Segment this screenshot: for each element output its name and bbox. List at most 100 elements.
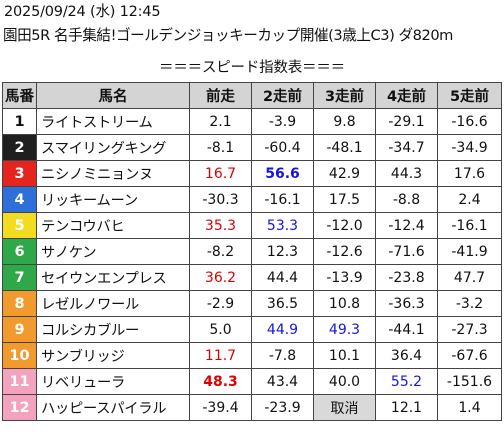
- horse-name: リベリューラ: [36, 368, 190, 395]
- horse-name: ライトストリーム: [36, 108, 190, 135]
- speed-index-cell: 43.4: [251, 368, 314, 395]
- horse-name: サンブリッジ: [36, 342, 190, 369]
- horse-number: 4: [2, 186, 37, 213]
- col-header-3ago: 3走前: [313, 82, 376, 109]
- speed-index-cell: -23.8: [375, 264, 438, 291]
- speed-index-cell: 5.0: [189, 316, 252, 343]
- speed-index-cell: -7.8: [251, 342, 314, 369]
- horse-number: 11: [2, 368, 37, 395]
- horse-name: スマイリングキング: [36, 134, 190, 161]
- speed-index-cell: -44.1: [375, 316, 438, 343]
- speed-index-cell: -36.3: [375, 290, 438, 317]
- horse-number: 9: [2, 316, 37, 343]
- horse-name: ハッピースパイラル: [36, 394, 190, 421]
- table-row: 6 サノケン -8.2 12.3 -12.6 -71.6 -41.9: [2, 238, 502, 265]
- speed-index-cell: 36.4: [375, 342, 438, 369]
- speed-index-cell: -27.3: [437, 316, 502, 343]
- speed-index-cell: 36.5: [251, 290, 314, 317]
- speed-index-cell: -8.8: [375, 186, 438, 213]
- speed-index-cell: -23.9: [251, 394, 314, 421]
- speed-index-cell: -8.1: [189, 134, 252, 161]
- speed-index-cell: 17.5: [313, 186, 376, 213]
- header-row: 馬番 馬名 前走 2走前 3走前 4走前 5走前: [2, 82, 502, 109]
- speed-index-cell: 10.1: [313, 342, 376, 369]
- speed-index-cell: 取消: [313, 394, 376, 421]
- col-header-2ago: 2走前: [251, 82, 314, 109]
- horse-name: レゼルノワール: [36, 290, 190, 317]
- speed-index-cell: -60.4: [251, 134, 314, 161]
- speed-index-cell: -3.2: [437, 290, 502, 317]
- speed-index-cell: 42.9: [313, 160, 376, 187]
- speed-index-cell: 44.9: [251, 316, 314, 343]
- speed-index-cell: -41.9: [437, 238, 502, 265]
- horse-number: 2: [2, 134, 37, 161]
- horse-number: 1: [2, 108, 37, 135]
- race-title: 園田5R 名手集結!ゴールデンジョッキーカップ開催(3歳上C3) ダ820m: [3, 27, 453, 44]
- speed-index-cell: 11.7: [189, 342, 252, 369]
- speed-index-cell: 16.7: [189, 160, 252, 187]
- col-header-name: 馬名: [36, 82, 190, 109]
- speed-index-cell: 40.0: [313, 368, 376, 395]
- horse-name: サノケン: [36, 238, 190, 265]
- speed-index-cell: 2.1: [189, 108, 252, 135]
- speed-index-cell: 47.7: [437, 264, 502, 291]
- speed-index-cell: -12.0: [313, 212, 376, 239]
- speed-index-cell: -3.9: [251, 108, 314, 135]
- speed-index-cell: -71.6: [375, 238, 438, 265]
- speed-index-cell: -13.9: [313, 264, 376, 291]
- col-header-5ago: 5走前: [437, 82, 502, 109]
- table-row: 4 リッキームーン -30.3 -16.1 17.5 -8.8 2.4: [2, 186, 502, 213]
- table-row: 5 テンコウバヒ 35.3 53.3 -12.0 -12.4 -16.1: [2, 212, 502, 239]
- speed-index-cell: -39.4: [189, 394, 252, 421]
- speed-index-cell: 36.2: [189, 264, 252, 291]
- speed-index-cell: 48.3: [189, 368, 252, 395]
- speed-index-cell: -34.7: [375, 134, 438, 161]
- speed-index-cell: 1.4: [437, 394, 502, 421]
- horse-name: セイウンエンプレス: [36, 264, 190, 291]
- speed-index-cell: -2.9: [189, 290, 252, 317]
- horse-name: コルシカブルー: [36, 316, 190, 343]
- speed-index-cell: 12.1: [375, 394, 438, 421]
- speed-index-cell: -151.6: [437, 368, 502, 395]
- horse-name: ニシノミニョンヌ: [36, 160, 190, 187]
- speed-index-cell: 17.6: [437, 160, 502, 187]
- table-row: 2 スマイリングキング -8.1 -60.4 -48.1 -34.7 -34.9: [2, 134, 502, 161]
- speed-index-cell: 35.3: [189, 212, 252, 239]
- speed-index-cell: -16.1: [437, 212, 502, 239]
- speed-index-cell: 55.2: [375, 368, 438, 395]
- table-row: 3 ニシノミニョンヌ 16.7 56.6 42.9 44.3 17.6: [2, 160, 502, 187]
- speed-index-cell: -29.1: [375, 108, 438, 135]
- table-row: 11 リベリューラ 48.3 43.4 40.0 55.2 -151.6: [2, 368, 502, 395]
- speed-index-cell: -12.4: [375, 212, 438, 239]
- speed-index-table: 馬番 馬名 前走 2走前 3走前 4走前 5走前 1 ライトストリーム 2.1 -3.…: [2, 82, 502, 421]
- col-header-last: 前走: [189, 82, 252, 109]
- table-row: 10 サンブリッジ 11.7 -7.8 10.1 36.4 -67.6: [2, 342, 502, 369]
- horse-number: 10: [2, 342, 37, 369]
- speed-index-cell: -16.6: [437, 108, 502, 135]
- table-subtitle: ＝＝＝スピード指数表＝＝＝: [159, 60, 345, 76]
- horse-number: 8: [2, 290, 37, 317]
- horse-number: 3: [2, 160, 37, 187]
- speed-index-cell: 53.3: [251, 212, 314, 239]
- table-row: 12 ハッピースパイラル -39.4 -23.9 取消 12.1 1.4: [2, 394, 502, 421]
- horse-number: 12: [2, 394, 37, 421]
- speed-index-cell: -16.1: [251, 186, 314, 213]
- table-row: 7 セイウンエンプレス 36.2 44.4 -13.9 -23.8 47.7: [2, 264, 502, 291]
- table-row: 9 コルシカブルー 5.0 44.9 49.3 -44.1 -27.3: [2, 316, 502, 343]
- race-datetime: 2025/09/24 (水) 12:45: [4, 4, 161, 20]
- speed-index-cell: -48.1: [313, 134, 376, 161]
- speed-index-cell: -8.2: [189, 238, 252, 265]
- speed-index-cell: -30.3: [189, 186, 252, 213]
- table-row: 8 レゼルノワール -2.9 36.5 10.8 -36.3 -3.2: [2, 290, 502, 317]
- horse-number: 7: [2, 264, 37, 291]
- speed-index-cell: 44.3: [375, 160, 438, 187]
- col-header-number: 馬番: [2, 82, 37, 109]
- speed-index-cell: 44.4: [251, 264, 314, 291]
- speed-index-cell: -67.6: [437, 342, 502, 369]
- speed-index-cell: 10.8: [313, 290, 376, 317]
- col-header-4ago: 4走前: [375, 82, 438, 109]
- speed-index-cell: 56.6: [251, 160, 314, 187]
- horse-name: リッキームーン: [36, 186, 190, 213]
- speed-index-cell: 9.8: [313, 108, 376, 135]
- horse-number: 6: [2, 238, 37, 265]
